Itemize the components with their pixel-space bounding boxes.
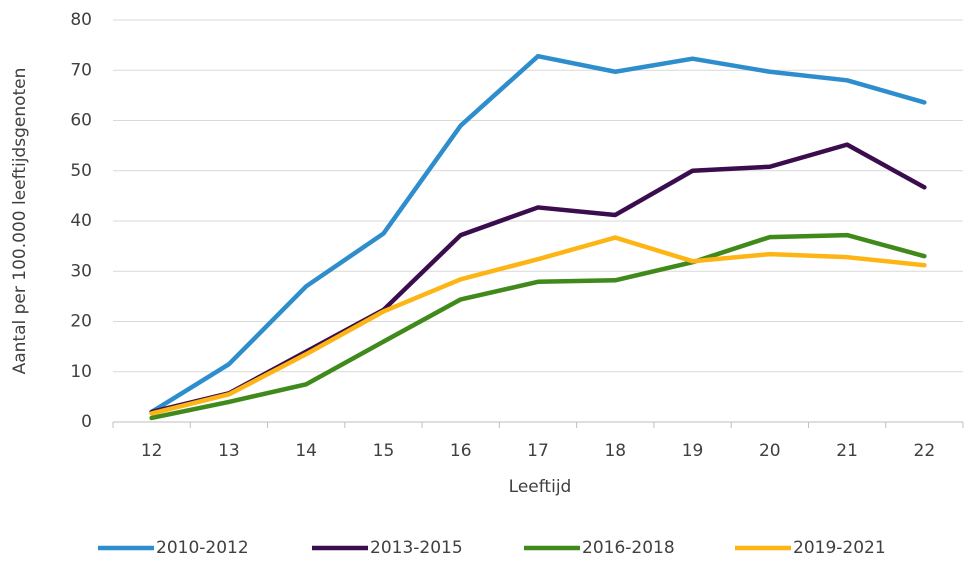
legend-label: 2016-2018 bbox=[582, 538, 675, 558]
x-tick-label: 20 bbox=[759, 441, 781, 461]
x-tick-label: 15 bbox=[373, 441, 395, 461]
legend-label: 2010-2012 bbox=[156, 538, 249, 558]
y-tick-label: 20 bbox=[70, 312, 92, 332]
y-axis-label: Aantal per 100.000 leeftijdsgenoten bbox=[10, 68, 30, 375]
x-tick-label: 14 bbox=[295, 441, 317, 461]
y-tick-label: 80 bbox=[70, 10, 92, 30]
y-tick-label: 40 bbox=[70, 211, 92, 231]
y-tick-label: 60 bbox=[70, 111, 92, 131]
line-series bbox=[149, 235, 927, 416]
y-tick-label: 70 bbox=[70, 60, 92, 80]
y-tick-label: 30 bbox=[70, 261, 92, 281]
line-series bbox=[149, 232, 927, 421]
legend-label: 2013-2015 bbox=[370, 538, 463, 558]
x-tick-label: 12 bbox=[141, 441, 163, 461]
y-tick-label: 0 bbox=[81, 412, 92, 432]
x-tick-label: 21 bbox=[836, 441, 858, 461]
x-axis-label: Leeftijd bbox=[509, 477, 572, 497]
y-tick-label: 10 bbox=[70, 362, 92, 382]
x-tick-label: 19 bbox=[682, 441, 704, 461]
y-tick-label: 50 bbox=[70, 161, 92, 181]
legend-label: 2019-2021 bbox=[793, 538, 886, 558]
x-tick-label: 22 bbox=[914, 441, 936, 461]
x-tick-label: 16 bbox=[450, 441, 472, 461]
line-series bbox=[149, 53, 927, 415]
x-tick-label: 17 bbox=[527, 441, 549, 461]
x-tick-label: 13 bbox=[218, 441, 240, 461]
x-tick-label: 18 bbox=[604, 441, 626, 461]
